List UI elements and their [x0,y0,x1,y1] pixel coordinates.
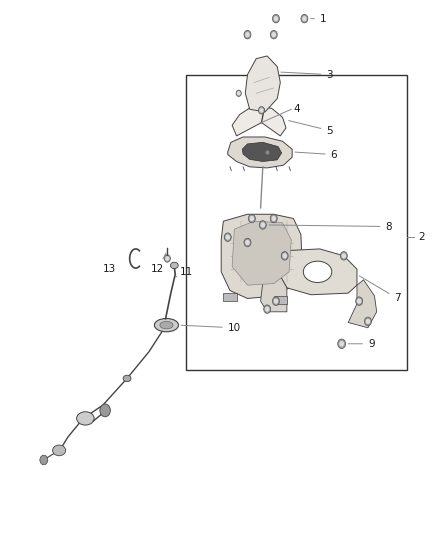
Text: 5: 5 [289,120,333,135]
Polygon shape [232,107,286,136]
Ellipse shape [170,262,178,269]
Circle shape [281,252,288,260]
Text: 2: 2 [418,232,425,242]
Ellipse shape [303,261,332,282]
Circle shape [244,30,251,39]
Circle shape [237,92,240,95]
Circle shape [283,254,286,258]
Circle shape [338,339,346,349]
Text: 4: 4 [293,104,300,114]
Circle shape [248,214,255,223]
Ellipse shape [123,375,131,382]
Circle shape [274,17,278,21]
Circle shape [272,33,276,37]
Text: 6: 6 [295,150,337,159]
Circle shape [366,319,370,324]
Bar [186,75,407,370]
Circle shape [246,240,249,245]
Circle shape [340,252,347,260]
Circle shape [226,235,230,239]
Circle shape [250,216,254,221]
Circle shape [272,297,279,305]
Circle shape [265,307,269,311]
Circle shape [164,255,170,262]
Circle shape [357,299,361,303]
Polygon shape [221,214,302,298]
Circle shape [301,14,308,23]
Ellipse shape [154,318,178,332]
Text: 8: 8 [269,222,392,231]
Text: 11: 11 [175,267,193,277]
Circle shape [258,107,265,114]
Text: 1: 1 [311,14,326,23]
Circle shape [236,90,241,96]
Circle shape [259,221,266,229]
Polygon shape [232,221,291,285]
Text: 7: 7 [359,276,401,303]
Bar [223,293,237,301]
Circle shape [40,455,48,465]
Polygon shape [261,269,287,312]
Circle shape [100,404,110,417]
Circle shape [246,33,249,37]
Circle shape [272,216,276,221]
Circle shape [364,317,371,326]
Bar [274,296,287,304]
Circle shape [244,238,251,247]
Ellipse shape [77,411,94,425]
Text: 3: 3 [281,70,333,79]
Circle shape [356,297,363,305]
Circle shape [274,299,278,303]
Ellipse shape [53,445,66,456]
Polygon shape [245,56,280,112]
Polygon shape [228,137,292,168]
Circle shape [303,17,306,21]
Circle shape [261,223,265,227]
Circle shape [340,342,343,346]
Circle shape [224,233,231,241]
Circle shape [264,305,271,313]
Polygon shape [348,280,377,328]
Polygon shape [242,142,282,161]
Text: 10: 10 [181,323,241,333]
Text: 13: 13 [103,264,116,274]
Circle shape [260,109,263,112]
Circle shape [270,30,277,39]
Ellipse shape [160,321,173,329]
Circle shape [166,257,169,260]
Circle shape [272,14,279,23]
Text: 9: 9 [348,339,374,349]
Polygon shape [279,249,357,295]
Circle shape [270,214,277,223]
Circle shape [342,254,346,258]
Text: 12: 12 [151,253,166,274]
